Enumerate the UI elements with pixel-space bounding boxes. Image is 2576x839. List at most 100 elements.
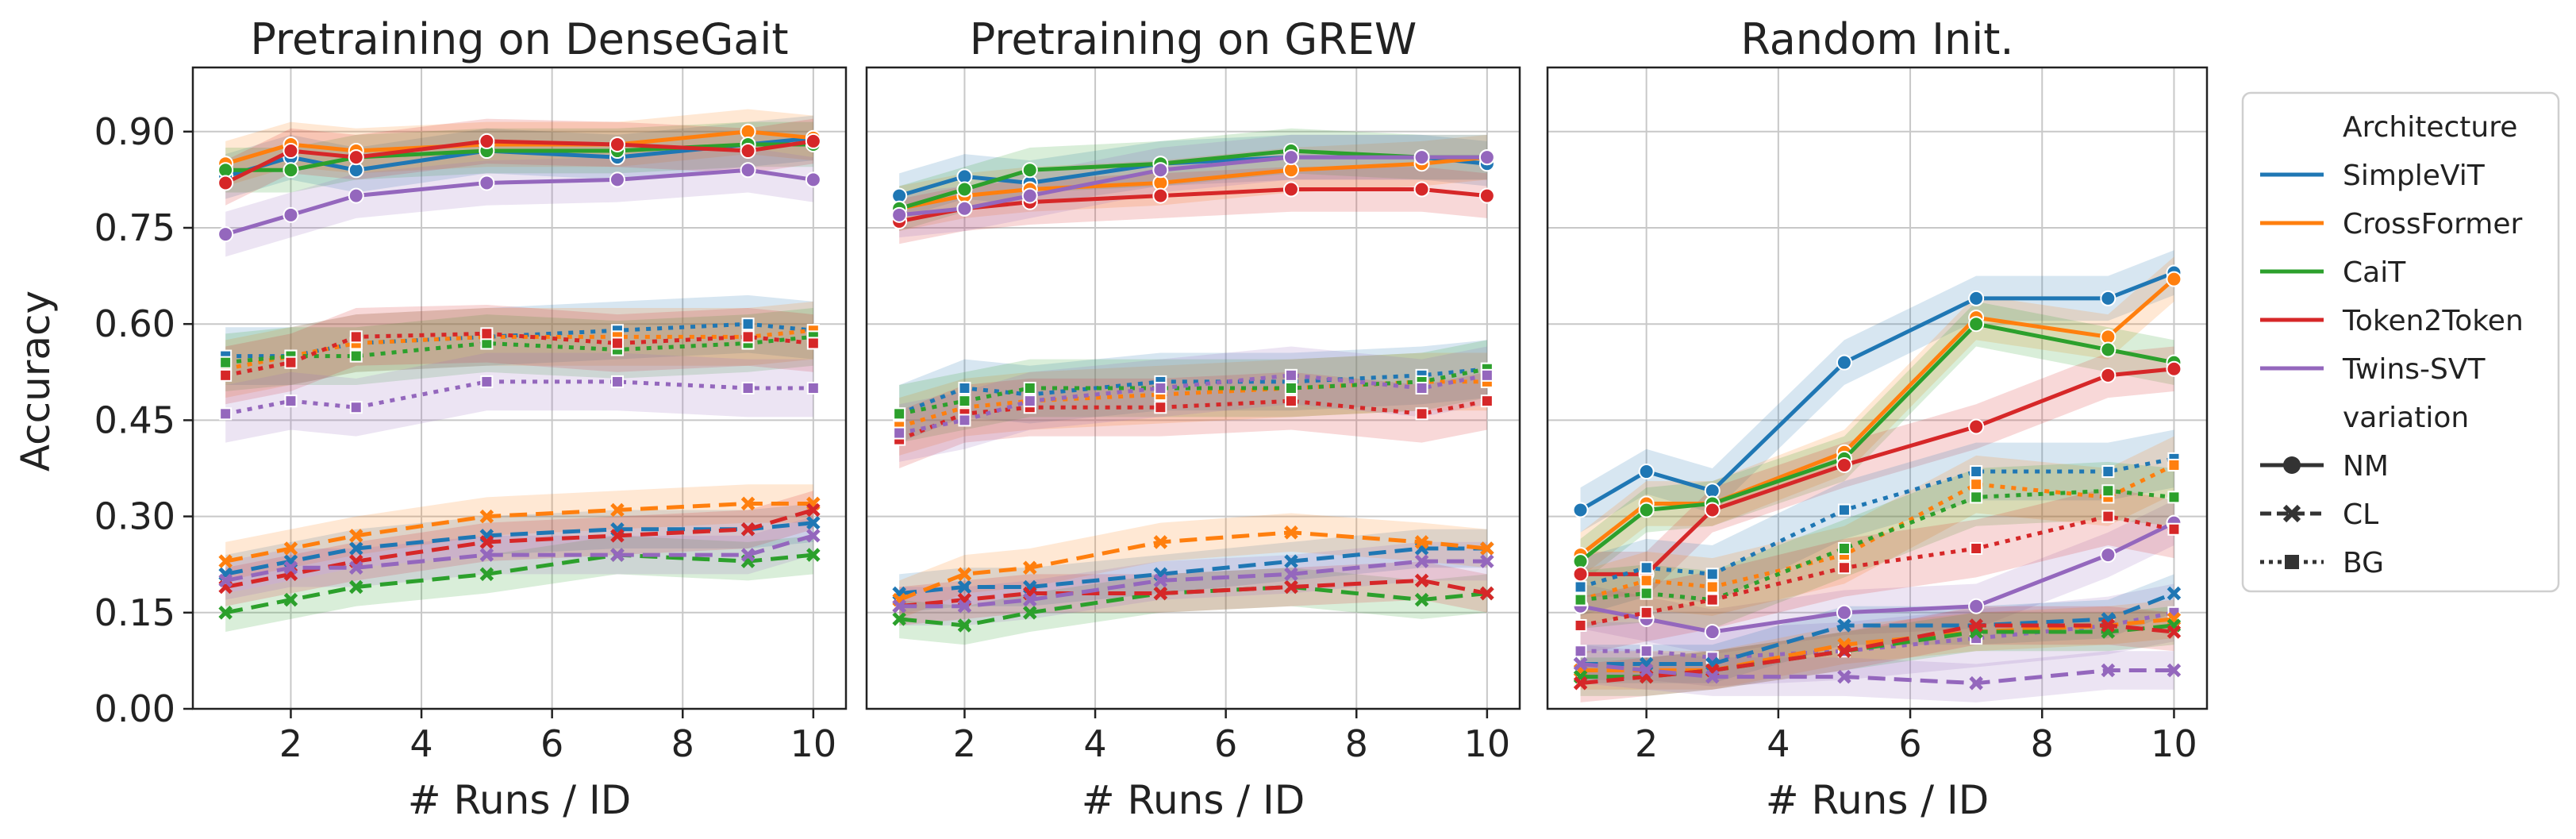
data-point	[283, 541, 298, 556]
series-twins-svt-nm	[891, 149, 1495, 223]
legend-label-cl: CL	[2343, 498, 2378, 531]
x-tick-label: 6	[1214, 722, 1237, 765]
legend-label-twins-svt: Twins-SVT	[2342, 353, 2486, 386]
data-point	[1478, 187, 1495, 204]
data-point	[1968, 418, 1985, 435]
band-token2token-bg	[899, 371, 1487, 468]
band-crossformer-bg	[1580, 436, 2174, 629]
data-point	[1480, 586, 1494, 601]
x-tick-label: 8	[671, 722, 694, 765]
x-tick-label: 10	[1464, 722, 1511, 765]
data-point	[1836, 604, 1852, 621]
y-tick-label: 0.45	[94, 398, 175, 441]
panel-pretraining-on-grew: Pretraining on GREW 2 4 6 8 10 # Runs / ID	[865, 14, 1521, 823]
data-point	[891, 206, 908, 223]
data-point	[1415, 382, 1428, 394]
data-point	[1968, 598, 1985, 614]
data-point	[1638, 464, 1655, 480]
data-point	[1574, 593, 1587, 606]
data-point	[2167, 586, 2182, 601]
series-twins-svt-cl	[892, 554, 1494, 614]
data-point	[1021, 187, 1038, 204]
data-point	[1415, 407, 1428, 421]
x-tick-label: 8	[1345, 722, 1368, 765]
data-point	[1574, 645, 1587, 658]
axes-frame	[191, 66, 848, 710]
data-point	[956, 200, 973, 217]
data-point	[283, 143, 299, 160]
data-point	[1704, 502, 1721, 518]
data-point	[1837, 644, 1851, 659]
data-point	[1970, 491, 1983, 504]
data-point	[892, 598, 906, 614]
y-tick-label: 0.60	[94, 302, 175, 345]
band-twins-svt-nm	[1580, 500, 2174, 655]
data-point	[1640, 645, 1653, 658]
data-point	[217, 226, 234, 243]
band-twins-svt-bg	[899, 346, 1487, 462]
data-point	[740, 162, 756, 179]
data-point	[1023, 394, 1036, 408]
band-token2token-bg	[1580, 487, 2174, 655]
band-crossformer-bg	[225, 301, 813, 398]
data-point	[480, 327, 494, 341]
data-point	[1572, 566, 1589, 583]
data-point	[2167, 625, 2182, 639]
data-point	[1837, 542, 1851, 555]
y-tick-label: 0.00	[94, 687, 175, 730]
data-point	[806, 548, 821, 562]
data-point	[1573, 675, 1588, 691]
data-point	[892, 612, 906, 626]
data-point	[219, 407, 233, 421]
y-axis-label: Accuracy	[13, 291, 59, 471]
data-point	[218, 606, 233, 620]
data-point	[1970, 465, 1983, 479]
data-point	[1414, 554, 1429, 568]
series-token2token-bg	[1574, 510, 2181, 632]
data-point	[741, 330, 755, 344]
data-point	[610, 529, 625, 543]
data-point	[741, 382, 755, 394]
data-point	[219, 368, 233, 382]
data-point	[2101, 510, 2115, 523]
data-point	[479, 175, 495, 191]
data-point	[1970, 478, 1983, 491]
series-token2token-nm	[1572, 360, 2182, 583]
data-point	[806, 382, 820, 394]
data-point	[1154, 401, 1167, 414]
band-twins-svt-cl	[1580, 645, 2174, 702]
x-tick-label: 8	[2031, 722, 2054, 765]
data-point	[2167, 522, 2181, 536]
band-simplevit-bg	[899, 340, 1487, 443]
data-point	[2166, 271, 2182, 287]
axes-frame	[1546, 66, 2209, 710]
series-cait-bg	[1574, 484, 2181, 606]
data-point	[1284, 368, 1298, 382]
data-point	[893, 407, 906, 421]
data-point	[806, 337, 820, 350]
band-crossformer-cl	[899, 513, 1487, 619]
data-point	[479, 509, 494, 524]
x-tick-label: 4	[409, 722, 433, 765]
series-token2token-nm	[217, 133, 821, 191]
data-point	[349, 349, 363, 363]
data-point	[1837, 561, 1851, 575]
x-tick-label: 2	[953, 722, 976, 765]
data-point	[283, 560, 298, 575]
x-tick-label: 6	[540, 722, 563, 765]
data-point	[348, 529, 363, 543]
band-cait-cl	[899, 568, 1487, 645]
data-point	[1480, 368, 1494, 382]
band-token2token-nm	[899, 167, 1487, 244]
band-simplevit-nm	[225, 115, 813, 199]
data-point	[479, 535, 494, 549]
panel-title: Pretraining on DenseGait	[250, 14, 788, 64]
data-point	[2100, 341, 2117, 358]
data-point	[1152, 162, 1169, 179]
data-point	[480, 375, 494, 388]
band-cait-bg	[225, 308, 813, 392]
data-point	[1478, 149, 1495, 166]
data-point	[1282, 181, 1299, 198]
data-point	[284, 356, 298, 369]
